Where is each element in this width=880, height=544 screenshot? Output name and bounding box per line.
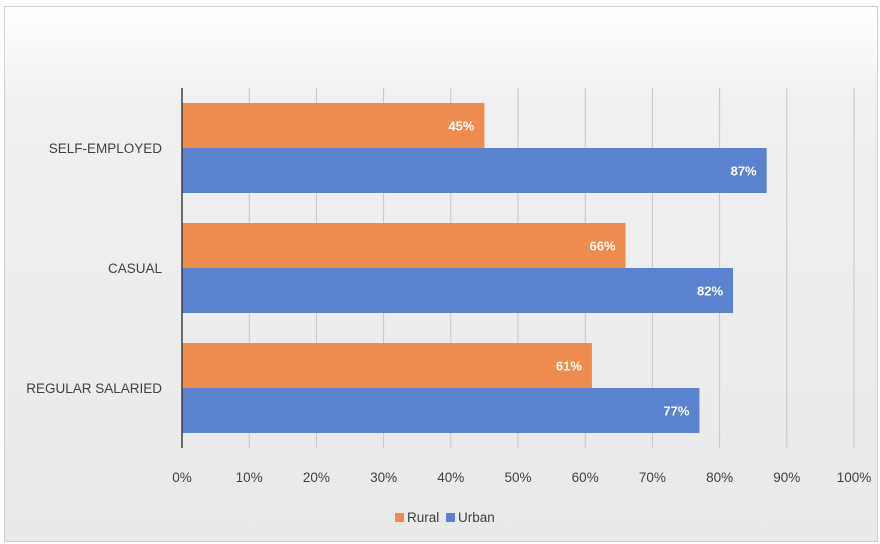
bar-rural: [182, 343, 592, 388]
category-label: CASUAL: [108, 261, 163, 276]
legend: Rural Urban: [395, 510, 495, 525]
bars: [182, 103, 767, 433]
data-labels: 45% 87% 66% 82% 61% 77%: [448, 119, 757, 419]
x-tick-label: 100%: [837, 470, 872, 485]
bar-rural: [182, 103, 485, 148]
x-tick-label: 40%: [437, 470, 464, 485]
category-labels: SELF-EMPLOYED CASUAL REGULAR SALARIED: [26, 141, 162, 396]
data-label-urban: 77%: [663, 404, 689, 419]
x-tick-label: 0%: [172, 470, 192, 485]
x-tick-labels: 0% 10% 20% 30% 40% 50% 60% 70% 80% 90% 100%: [172, 470, 871, 485]
legend-label-urban: Urban: [458, 510, 495, 525]
data-label-urban: 87%: [731, 164, 757, 179]
x-tick-label: 20%: [303, 470, 330, 485]
x-tick-label: 30%: [370, 470, 397, 485]
legend-swatch-rural: [395, 513, 404, 522]
data-label-rural: 45%: [448, 119, 474, 134]
bar-rural: [182, 223, 626, 268]
legend-swatch-urban: [446, 513, 455, 522]
data-label-rural: 61%: [556, 359, 582, 374]
data-label-urban: 82%: [697, 284, 723, 299]
x-tick-label: 50%: [504, 470, 531, 485]
bar-urban: [182, 148, 767, 193]
data-label-rural: 66%: [589, 239, 615, 254]
category-label: SELF-EMPLOYED: [49, 141, 163, 156]
x-tick-label: 10%: [236, 470, 263, 485]
bar-urban: [182, 388, 700, 433]
x-tick-label: 70%: [639, 470, 666, 485]
category-label: REGULAR SALARIED: [26, 381, 162, 396]
x-tick-label: 60%: [572, 470, 599, 485]
legend-label-rural: Rural: [407, 510, 439, 525]
x-tick-label: 80%: [706, 470, 733, 485]
x-tick-label: 90%: [773, 470, 800, 485]
bar-urban: [182, 268, 734, 313]
